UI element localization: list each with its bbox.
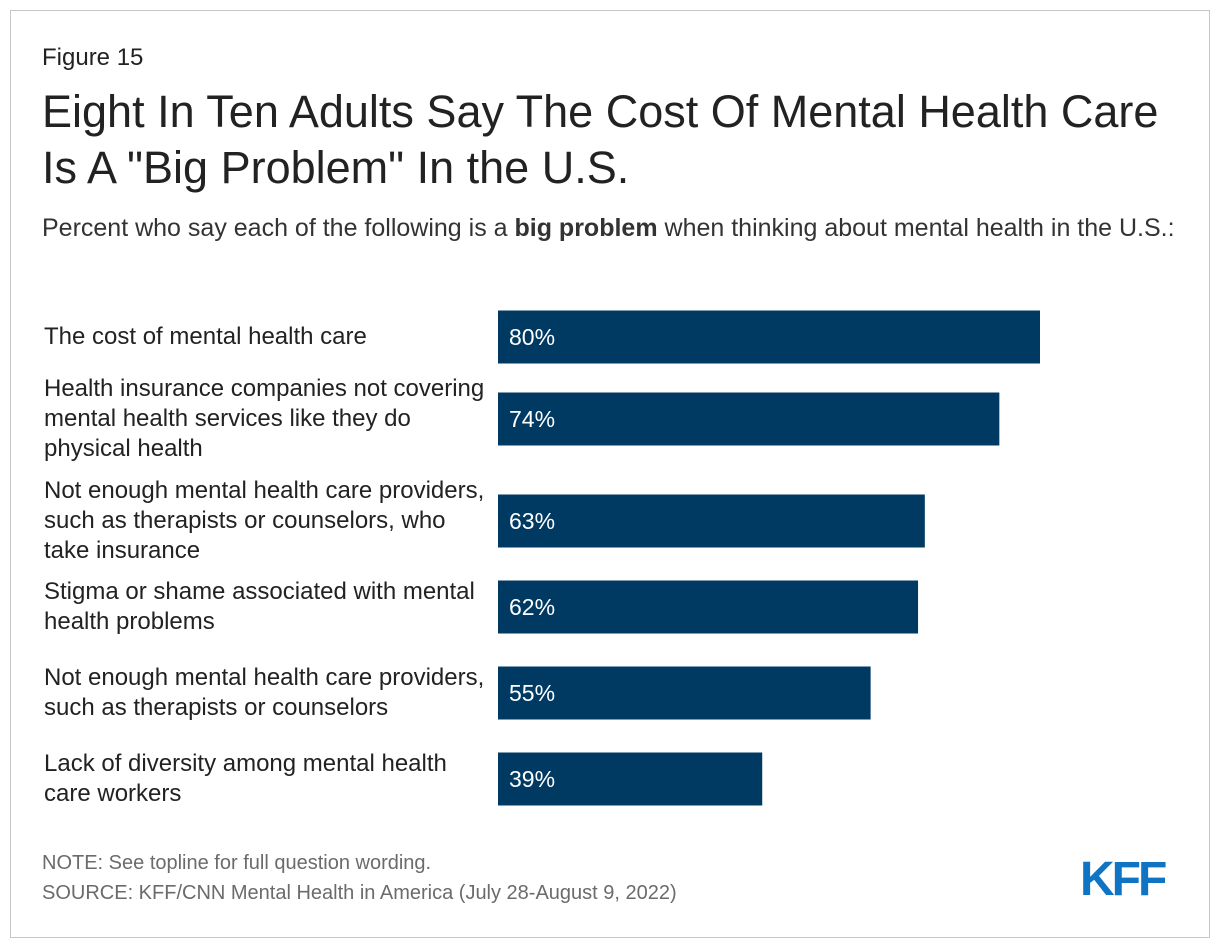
bar-value-label-3: 63% xyxy=(509,508,555,534)
subtitle-prefix: Percent who say each of the following is… xyxy=(42,214,515,242)
category-label-3: Not enough mental health care providers,… xyxy=(44,477,485,564)
kff-logo: KFF xyxy=(1080,855,1169,899)
source-text: SOURCE: KFF/CNN Mental Health in America… xyxy=(42,882,677,904)
category-label-4: Stigma or shame associated with mental h… xyxy=(44,578,475,635)
bar-6 xyxy=(498,752,763,806)
subtitle-suffix: when thinking about mental health in the… xyxy=(657,214,1175,242)
chart-subtitle: Percent who say each of the following is… xyxy=(42,210,1182,246)
category-label-2: Health insurance companies not covering … xyxy=(44,375,485,462)
bar-value-label-6: 39% xyxy=(509,766,555,792)
category-label-1: The cost of mental health care xyxy=(44,323,367,350)
category-label-5: Not enough mental health care providers,… xyxy=(44,664,485,721)
bar-5 xyxy=(498,666,871,720)
figure-label: Figure 15 xyxy=(42,44,144,71)
bar-value-label-5: 55% xyxy=(509,680,555,706)
bar-value-label-1: 80% xyxy=(509,324,555,350)
bar-1 xyxy=(498,310,1040,364)
bar-value-label-2: 74% xyxy=(509,406,555,432)
bar-3 xyxy=(498,494,925,548)
bar-value-label-4: 62% xyxy=(509,594,555,620)
category-label-6: Lack of diversity among mental health ca… xyxy=(44,750,447,807)
bar-2 xyxy=(498,392,1000,446)
subtitle-emphasis: big problem xyxy=(514,214,658,242)
bar-4 xyxy=(498,580,919,634)
note-text: NOTE: See topline for full question word… xyxy=(42,852,432,874)
chart-title: Eight In Ten Adults Say The Cost Of Ment… xyxy=(42,86,1159,193)
kff-logo-text: KFF xyxy=(1080,855,1166,899)
